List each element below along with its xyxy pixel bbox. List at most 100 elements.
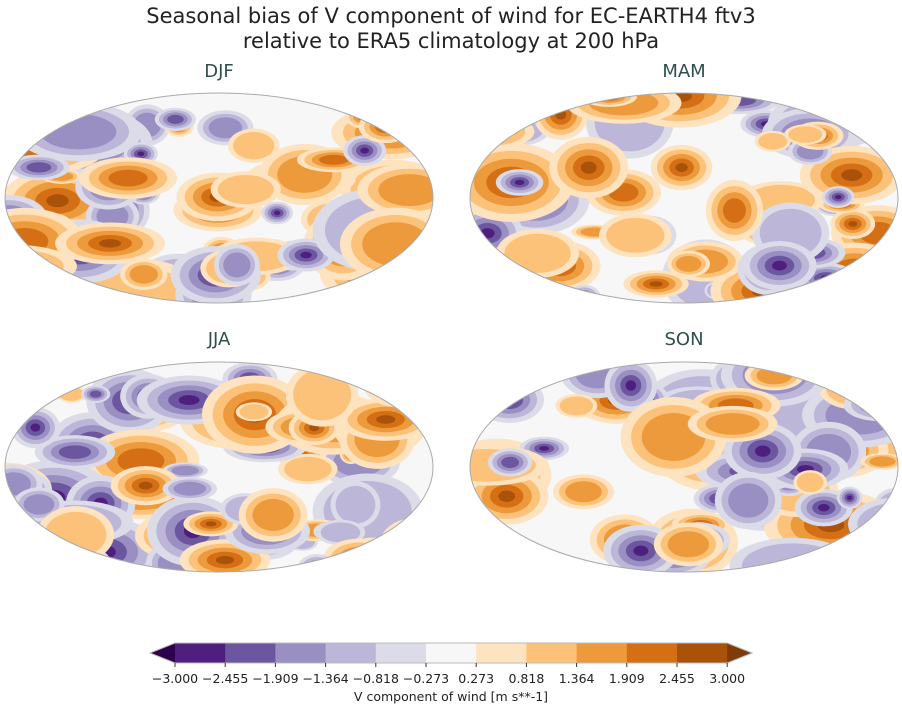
contour-blob [96, 203, 129, 229]
contour-blob [842, 563, 877, 572]
contour-blob [826, 371, 885, 406]
contour-blob [675, 163, 688, 173]
contour-blob [565, 481, 602, 503]
contour-blob [352, 554, 368, 563]
contour-blob [233, 131, 275, 160]
contour-blob [470, 93, 505, 121]
contour-blob [476, 370, 496, 382]
contour-blob [849, 253, 898, 303]
contour-blob [284, 456, 332, 482]
figure-title-line1: Seasonal bias of V component of wind for… [146, 4, 756, 28]
figure-title-line2: relative to ERA5 climatology at 200 hPa [242, 29, 660, 53]
contour-blob [332, 365, 375, 380]
colorbar-tick-label: −2.455 [202, 671, 249, 686]
contour-blob [847, 495, 853, 500]
contour-blob [470, 549, 482, 568]
colorbar-segment [626, 643, 678, 663]
contour-blob [470, 536, 495, 572]
contour-blob [223, 252, 251, 278]
contour-blob [559, 396, 594, 416]
contour-blob [347, 362, 402, 386]
contour-blob [539, 446, 550, 451]
contour-blob [788, 126, 823, 143]
contour-blob [330, 542, 390, 572]
contour-blob [400, 535, 431, 559]
contour-blob [667, 531, 710, 558]
contour-blob [510, 556, 551, 572]
contour-blob [758, 132, 788, 150]
contour-blob [319, 154, 349, 165]
contour-blob [337, 546, 383, 571]
colorbar-segment [576, 643, 628, 663]
colorbar-tick-label: 3.000 [709, 671, 746, 686]
contour-blob [852, 267, 898, 303]
colorbar-segment [275, 643, 327, 663]
contour-blob [886, 499, 898, 515]
contour-blob [23, 494, 55, 515]
contour-blob [137, 151, 145, 157]
contour-blob [501, 456, 520, 469]
contour-blob [470, 117, 526, 146]
map-boundary [469, 92, 899, 304]
contour-blob [772, 260, 787, 271]
contour-blob [606, 217, 665, 253]
colorbar-extend-high [727, 643, 753, 663]
contour-blob [470, 545, 486, 572]
colorbar-segment [175, 643, 226, 663]
contour-blob [5, 103, 42, 126]
contour-blob [865, 362, 872, 365]
contour-blob [356, 111, 373, 122]
contour-blob [343, 368, 365, 377]
contour-blob [171, 465, 199, 476]
panel-title-djf: DJF [204, 61, 234, 82]
contour-blob [5, 93, 74, 112]
contour-blob [826, 547, 868, 565]
contour-blob [870, 268, 898, 290]
contour-blob [853, 362, 883, 373]
colorbar-segment [476, 643, 527, 663]
contour-blob [856, 568, 863, 572]
map-boundary [4, 361, 434, 573]
contour-blob [252, 498, 294, 532]
contour-blob [868, 97, 898, 118]
colorbar-extend-low [150, 643, 175, 663]
map-boundary [4, 92, 434, 304]
contour-blob [362, 222, 430, 267]
contour-blob [856, 362, 881, 371]
contour-blob [470, 372, 524, 397]
contour-blob [891, 502, 898, 511]
contour-blob [471, 368, 501, 384]
contour-blob [470, 126, 484, 152]
colorbar-segment [526, 643, 578, 663]
colorbar-tick-label: 1.909 [608, 671, 645, 686]
contour-blob [374, 119, 397, 134]
contour-blob [625, 380, 637, 391]
contour-blob [5, 270, 36, 303]
contour-blob [633, 545, 649, 557]
colorbar-tick-label: −1.364 [302, 671, 349, 686]
panel-title-mam: MAM [662, 61, 706, 82]
contour-blob [869, 456, 896, 467]
contour-blob [834, 194, 842, 200]
contour-blob [490, 93, 549, 125]
colorbar-tick-label: −1.909 [252, 671, 299, 686]
contour-blob [470, 120, 490, 158]
map-boundary [469, 361, 899, 573]
contour-blob [871, 280, 891, 294]
contour-blob [470, 93, 526, 133]
colorbar-segment [426, 643, 477, 663]
contour-blob [300, 251, 312, 259]
contour-blob [858, 395, 898, 415]
contour-blob [362, 362, 431, 407]
contour-blob [5, 273, 30, 300]
contour-blob [819, 367, 892, 410]
contour-blob [862, 273, 898, 300]
contour-blob [46, 194, 69, 208]
contour-blob [470, 93, 494, 114]
contour-blob [44, 103, 71, 121]
contour-blob [348, 370, 359, 375]
contour-blob [866, 398, 897, 412]
contour-blob [386, 523, 433, 571]
contour-blob [814, 272, 840, 285]
contour-blob [178, 395, 200, 405]
